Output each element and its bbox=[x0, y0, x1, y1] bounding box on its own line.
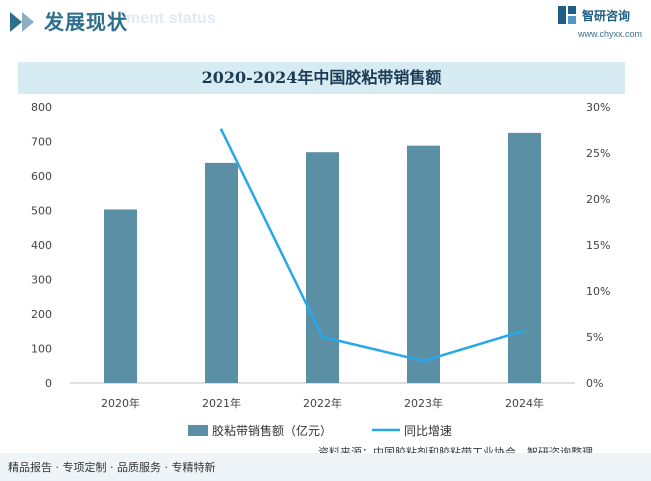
y-left-tick-label: 300 bbox=[31, 274, 52, 287]
legend-label-line: 同比增速 bbox=[404, 424, 452, 438]
y-left-tick-label: 0 bbox=[45, 377, 52, 390]
section-title: 发展现状 bbox=[44, 10, 128, 34]
y-left-tick-label: 600 bbox=[31, 170, 52, 183]
y-left-tick-label: 700 bbox=[31, 136, 52, 149]
y-right-tick-label: 20% bbox=[586, 193, 610, 206]
y-right-tick-label: 0% bbox=[586, 377, 603, 390]
y-right-tick-label: 5% bbox=[586, 331, 603, 344]
x-tick-label: 2023年 bbox=[404, 396, 443, 410]
logo-name: 智研咨询 bbox=[582, 9, 631, 23]
bar bbox=[508, 132, 541, 383]
arrow-icon bbox=[10, 12, 34, 32]
y-left-tick-label: 100 bbox=[31, 343, 52, 356]
bar bbox=[407, 145, 440, 383]
x-tick-label: 2022年 bbox=[303, 396, 342, 410]
footer-slogan: 精品报告 · 专项定制 · 品质服务 · 专精特新 bbox=[8, 461, 216, 474]
bar bbox=[205, 162, 238, 383]
x-tick-label: 2020年 bbox=[101, 396, 140, 410]
chart-title: 2020-2024年中国胶粘带销售额 bbox=[201, 68, 442, 87]
y-right-tick-label: 15% bbox=[586, 239, 610, 252]
growth-line bbox=[220, 129, 525, 363]
growth-point bbox=[220, 128, 223, 132]
y-left-tick-label: 500 bbox=[31, 205, 52, 218]
y-right-tick-label: 25% bbox=[586, 147, 610, 160]
logo-icon bbox=[558, 6, 576, 24]
y-left-tick-label: 800 bbox=[31, 101, 52, 114]
header: 发展现状 ment status 智研咨询 www.chyxx.com bbox=[0, 0, 651, 44]
bar bbox=[306, 152, 339, 383]
logo-url: www.chyxx.com bbox=[578, 29, 643, 39]
y-right-tick-label: 10% bbox=[586, 285, 610, 298]
growth-point bbox=[422, 359, 425, 363]
y-left-tick-label: 400 bbox=[31, 239, 52, 252]
x-tick-label: 2021年 bbox=[202, 396, 241, 410]
growth-point bbox=[523, 329, 526, 333]
bar bbox=[104, 209, 137, 383]
legend-swatch-bar bbox=[188, 425, 208, 436]
legend-label-bar: 胶粘带销售额（亿元） bbox=[212, 423, 332, 438]
section-subtitle: ment status bbox=[126, 10, 216, 27]
growth-point bbox=[321, 335, 324, 339]
y-left-tick-label: 200 bbox=[31, 308, 52, 321]
x-tick-label: 2024年 bbox=[505, 396, 544, 410]
y-right-tick-label: 30% bbox=[586, 101, 610, 114]
footer-bar: 精品报告 · 专项定制 · 品质服务 · 专精特新 bbox=[0, 453, 651, 481]
chart-title-band: 2020-2024年中国胶粘带销售额 bbox=[18, 62, 625, 94]
